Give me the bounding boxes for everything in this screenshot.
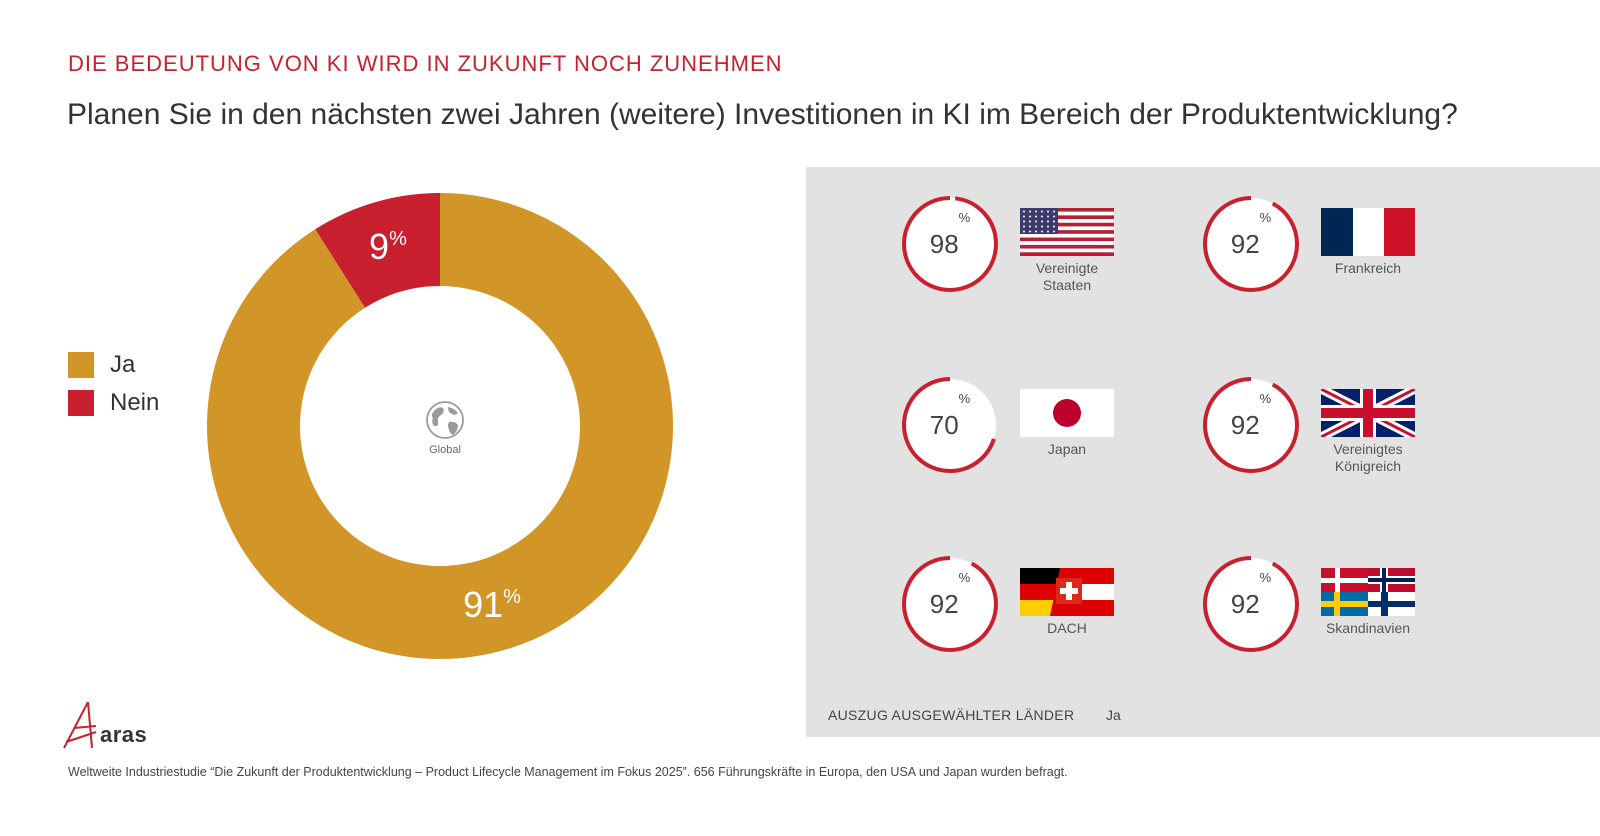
donut-slice-nein xyxy=(315,193,440,308)
legend-label-ja: Ja xyxy=(110,351,136,378)
country-label-scandinavia: Skandinavien xyxy=(1325,620,1411,636)
country-label-us: Vereinigte Staaten xyxy=(1035,260,1099,293)
country-ring-japan xyxy=(902,377,998,473)
country-ring-scandinavia xyxy=(1203,556,1299,652)
legend-label-nein: Nein xyxy=(110,389,160,416)
country-panel: 98% Vereinigte Staaten 92% Frankreich 70% Japa… xyxy=(806,167,1600,737)
legend-item-ja: Ja xyxy=(68,346,159,384)
country-ring-uk xyxy=(1203,377,1299,473)
france-flag-icon xyxy=(1321,208,1415,256)
legend-item-nein: Nein xyxy=(68,384,159,422)
legend-swatch-nein xyxy=(68,390,94,416)
donut-slices xyxy=(207,193,673,659)
scandinavia-flag-icon xyxy=(1321,568,1415,616)
legend: Ja Nein xyxy=(68,346,159,422)
country-ring-arc-france xyxy=(1203,196,1299,292)
country-value-japan: 70% xyxy=(929,391,971,440)
country-item-scandinavia: 92% Skandinavien xyxy=(1201,554,1441,664)
country-item-france: 92% Frankreich xyxy=(1201,194,1441,304)
country-label-japan: Japan xyxy=(1047,441,1087,457)
country-value-uk: 92% xyxy=(1230,391,1272,440)
aras-logo-icon xyxy=(63,702,97,749)
dach-flag-icon xyxy=(1020,568,1114,616)
panel-footer-label: AUSZUG AUSGEWÄHLTER LÄNDER xyxy=(828,707,1075,723)
japan-flag-icon xyxy=(1020,389,1114,437)
uk-flag-icon xyxy=(1321,389,1415,437)
panel-footer-series: Ja xyxy=(1106,707,1121,723)
country-value-scandinavia: 92% xyxy=(1230,570,1272,619)
country-item-us: 98% Vereinigte Staaten xyxy=(900,194,1140,304)
country-ring-arc-japan xyxy=(902,377,998,473)
page-title: Planen Sie in den nächsten zwei Jahren (… xyxy=(67,98,1458,131)
footnote: Weltweite Industriestudie “Die Zukunft d… xyxy=(68,765,1068,779)
globe-icon xyxy=(426,401,464,439)
country-value-france: 92% xyxy=(1230,210,1272,259)
country-ring-arc-us xyxy=(902,196,998,292)
country-label-dach: DACH xyxy=(1047,620,1087,636)
country-label-uk: Vereinigtes Königreich xyxy=(1333,441,1403,474)
country-value-dach: 92% xyxy=(929,570,971,619)
country-ring-us xyxy=(902,196,998,292)
brand-logo-text: aras xyxy=(100,722,148,747)
country-ring-france xyxy=(1203,196,1299,292)
country-item-japan: 70% Japan xyxy=(900,375,1140,485)
country-label-france: Frankreich xyxy=(1334,260,1402,276)
kicker-heading: DIE BEDEUTUNG VON KI WIRD IN ZUKUNFT NOC… xyxy=(68,51,783,76)
country-item-dach: 92% DACH xyxy=(900,554,1140,664)
country-item-uk: 92% Vereinigtes Königreich xyxy=(1201,375,1441,485)
country-ring-arc-scandinavia xyxy=(1203,556,1299,652)
country-ring-dach xyxy=(902,556,998,652)
donut-center-label: Global xyxy=(429,444,461,456)
country-ring-arc-uk xyxy=(1203,377,1299,473)
global-donut-chart: Global 9%91% xyxy=(207,193,673,659)
country-ring-arc-dach xyxy=(902,556,998,652)
country-value-us: 98% xyxy=(929,210,971,259)
legend-swatch-ja xyxy=(68,352,94,378)
us-flag-icon xyxy=(1020,208,1114,256)
donut-slice-ja xyxy=(207,193,673,659)
